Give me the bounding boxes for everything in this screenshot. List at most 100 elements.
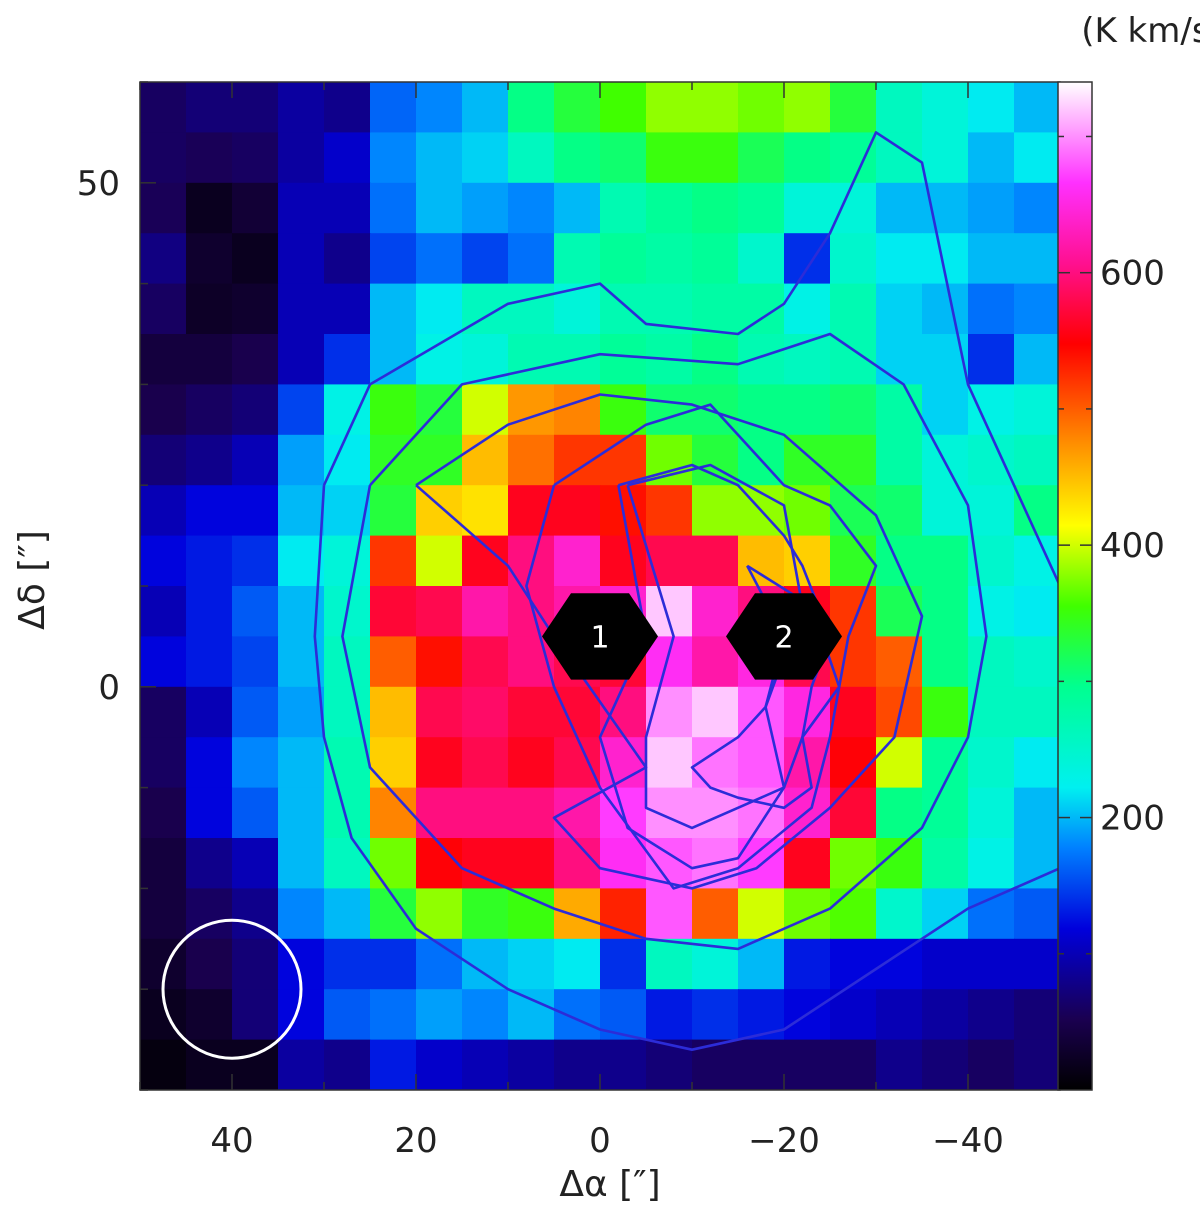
heatmap-cell bbox=[370, 938, 417, 990]
heatmap-cell bbox=[1014, 334, 1060, 385]
heatmap-cell bbox=[278, 838, 325, 889]
heatmap-cell bbox=[600, 182, 647, 234]
heatmap-cell bbox=[232, 132, 279, 184]
heatmap-cell bbox=[646, 434, 693, 486]
heatmap-cell bbox=[600, 838, 647, 889]
x-axis-ticks: 40 20 0 −20 −40 bbox=[139, 82, 1061, 1161]
heatmap-cell bbox=[370, 132, 417, 184]
heatmap-cell bbox=[784, 82, 831, 133]
heatmap-cell bbox=[968, 737, 1015, 789]
heatmap-cell bbox=[232, 434, 279, 486]
heatmap-cell bbox=[968, 283, 1015, 335]
heatmap-cell bbox=[554, 686, 601, 738]
heatmap-cell bbox=[784, 132, 831, 184]
heatmap-cell bbox=[968, 434, 1015, 486]
heatmap-cell bbox=[232, 989, 279, 1041]
heatmap-cell bbox=[140, 686, 187, 738]
heatmap-cell bbox=[508, 938, 555, 990]
heatmap-cell bbox=[784, 233, 831, 285]
x-tick-label: 40 bbox=[210, 1121, 253, 1161]
heatmap-cell bbox=[232, 636, 279, 688]
heatmap-cell bbox=[830, 888, 877, 940]
colorbar-ticks: 200 400 600 bbox=[1058, 135, 1165, 955]
heatmap-cell bbox=[508, 82, 555, 133]
heatmap-cell bbox=[278, 1039, 325, 1090]
heatmap-cell bbox=[830, 182, 877, 234]
heatmap-cell bbox=[646, 132, 693, 184]
heatmap-cell bbox=[508, 989, 555, 1041]
heatmap-cell bbox=[416, 1039, 463, 1090]
heatmap-cell bbox=[692, 334, 739, 385]
heatmap-cell bbox=[968, 182, 1015, 234]
heatmap-cell bbox=[968, 938, 1015, 990]
heatmap-cell bbox=[1014, 586, 1060, 637]
heatmap-cell bbox=[370, 686, 417, 738]
heatmap-cell bbox=[278, 283, 325, 335]
y-axis-title: Δδ [″] bbox=[12, 530, 53, 630]
heatmap-cell bbox=[370, 334, 417, 385]
heatmap-cell bbox=[186, 787, 233, 839]
contour-line bbox=[626, 463, 804, 830]
heatmap-cell bbox=[416, 132, 463, 184]
heatmap-cell bbox=[692, 182, 739, 234]
heatmap-cell bbox=[140, 838, 187, 889]
heatmap-cell bbox=[554, 485, 601, 537]
heatmap-cell bbox=[968, 838, 1015, 889]
heatmap-cell bbox=[324, 82, 371, 133]
heatmap-cell bbox=[278, 434, 325, 486]
heatmap-cell bbox=[416, 737, 463, 789]
heatmap-cell bbox=[830, 1039, 877, 1090]
heatmap-cell bbox=[278, 485, 325, 537]
heatmap-cell bbox=[186, 132, 233, 184]
heatmap-cell bbox=[278, 132, 325, 184]
heatmap-cell bbox=[140, 283, 187, 335]
heatmap-cell bbox=[1014, 82, 1060, 133]
heatmap-cell bbox=[738, 787, 785, 839]
colorbar-unit-label: (K km/s) bbox=[1081, 11, 1200, 51]
heatmap-cell bbox=[508, 182, 555, 234]
heatmap-cell bbox=[416, 233, 463, 285]
heatmap-cell bbox=[554, 535, 601, 587]
heatmap-cell bbox=[646, 989, 693, 1041]
x-tick-label: 20 bbox=[394, 1121, 437, 1161]
heatmap-cells bbox=[140, 82, 1060, 1090]
heatmap-cell bbox=[324, 787, 371, 839]
heatmap-cell bbox=[1014, 737, 1060, 789]
heatmap-cell bbox=[968, 989, 1015, 1041]
heatmap-cell bbox=[278, 233, 325, 285]
heatmap-cell bbox=[370, 636, 417, 688]
heatmap-cell bbox=[646, 636, 693, 688]
heatmap-cell bbox=[232, 233, 279, 285]
heatmap-cell bbox=[830, 132, 877, 184]
heatmap-cell bbox=[968, 888, 1015, 940]
heatmap-cell bbox=[738, 1039, 785, 1090]
heatmap-cell bbox=[646, 787, 693, 839]
heatmap-cell bbox=[370, 1039, 417, 1090]
heatmap-cell bbox=[968, 334, 1015, 385]
heatmap-cell bbox=[186, 989, 233, 1041]
heatmap-cell bbox=[508, 888, 555, 940]
heatmap-cell bbox=[140, 334, 187, 385]
heatmap-cell bbox=[324, 1039, 371, 1090]
heatmap-cell bbox=[186, 686, 233, 738]
heatmap-cell bbox=[554, 1039, 601, 1090]
heatmap-cell bbox=[922, 82, 969, 133]
heatmap-cell bbox=[1014, 434, 1060, 486]
heatmap-cell bbox=[600, 989, 647, 1041]
heatmap-cell bbox=[692, 233, 739, 285]
heatmap-cell bbox=[968, 485, 1015, 537]
contour-line bbox=[690, 564, 841, 810]
heatmap-cell bbox=[830, 233, 877, 285]
heatmap-cell bbox=[232, 384, 279, 436]
heatmap-cell bbox=[830, 787, 877, 839]
heatmap-cell bbox=[1014, 182, 1060, 234]
heatmap-cell bbox=[140, 1039, 187, 1090]
heatmap-cell bbox=[1014, 686, 1060, 738]
heatmap-cell bbox=[508, 334, 555, 385]
heatmap-cell bbox=[692, 82, 739, 133]
heatmap-cell bbox=[876, 737, 923, 789]
heatmap-cell bbox=[324, 182, 371, 234]
heatmap-cell bbox=[186, 586, 233, 637]
heatmap-cell bbox=[140, 434, 187, 486]
